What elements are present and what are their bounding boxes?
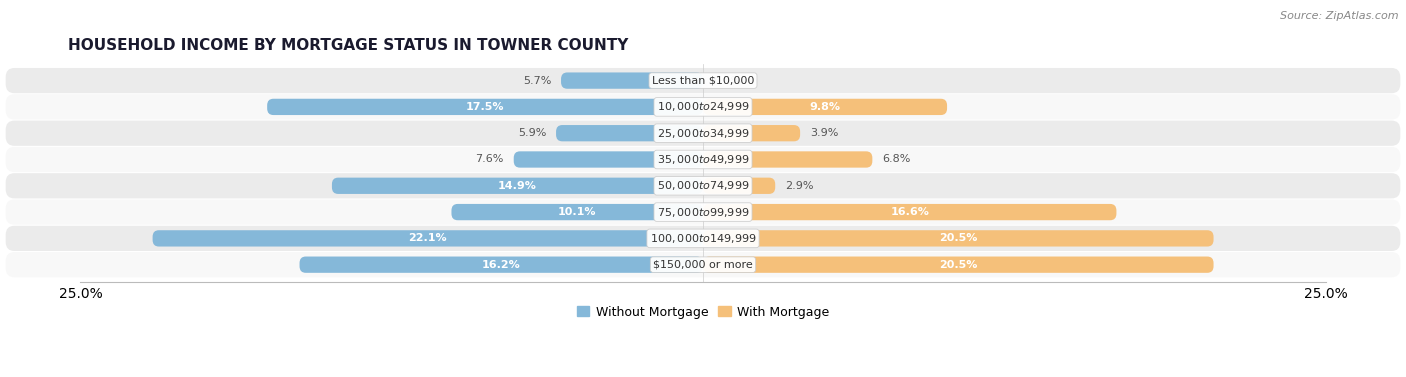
FancyBboxPatch shape — [6, 94, 1400, 120]
Text: 17.5%: 17.5% — [465, 102, 505, 112]
FancyBboxPatch shape — [267, 99, 703, 115]
Text: $25,000 to $34,999: $25,000 to $34,999 — [657, 127, 749, 140]
FancyBboxPatch shape — [703, 178, 775, 194]
FancyBboxPatch shape — [299, 256, 703, 273]
FancyBboxPatch shape — [6, 252, 1400, 277]
Text: $35,000 to $49,999: $35,000 to $49,999 — [657, 153, 749, 166]
Text: 20.5%: 20.5% — [939, 233, 977, 244]
FancyBboxPatch shape — [703, 204, 1116, 220]
Text: 22.1%: 22.1% — [409, 233, 447, 244]
Text: 20.5%: 20.5% — [939, 260, 977, 270]
FancyBboxPatch shape — [332, 178, 703, 194]
FancyBboxPatch shape — [561, 72, 703, 89]
Text: 10.1%: 10.1% — [558, 207, 596, 217]
Text: 5.7%: 5.7% — [523, 76, 551, 86]
Text: 6.8%: 6.8% — [883, 155, 911, 164]
FancyBboxPatch shape — [6, 147, 1400, 172]
Text: 7.6%: 7.6% — [475, 155, 503, 164]
Text: 16.2%: 16.2% — [482, 260, 520, 270]
Text: $100,000 to $149,999: $100,000 to $149,999 — [650, 232, 756, 245]
Text: $150,000 or more: $150,000 or more — [654, 260, 752, 270]
FancyBboxPatch shape — [6, 226, 1400, 251]
FancyBboxPatch shape — [6, 199, 1400, 225]
Text: Less than $10,000: Less than $10,000 — [652, 76, 754, 86]
FancyBboxPatch shape — [451, 204, 703, 220]
Text: HOUSEHOLD INCOME BY MORTGAGE STATUS IN TOWNER COUNTY: HOUSEHOLD INCOME BY MORTGAGE STATUS IN T… — [67, 38, 628, 53]
FancyBboxPatch shape — [153, 230, 703, 247]
Text: 5.9%: 5.9% — [517, 128, 546, 138]
FancyBboxPatch shape — [6, 173, 1400, 198]
FancyBboxPatch shape — [555, 125, 703, 141]
FancyBboxPatch shape — [703, 125, 800, 141]
FancyBboxPatch shape — [703, 256, 1213, 273]
FancyBboxPatch shape — [703, 230, 1213, 247]
Text: $50,000 to $74,999: $50,000 to $74,999 — [657, 179, 749, 192]
Text: 9.8%: 9.8% — [810, 102, 841, 112]
FancyBboxPatch shape — [513, 151, 703, 168]
FancyBboxPatch shape — [703, 99, 948, 115]
Text: Source: ZipAtlas.com: Source: ZipAtlas.com — [1281, 11, 1399, 21]
FancyBboxPatch shape — [6, 121, 1400, 146]
Text: 0.0%: 0.0% — [713, 76, 741, 86]
Text: 16.6%: 16.6% — [890, 207, 929, 217]
Text: 14.9%: 14.9% — [498, 181, 537, 191]
FancyBboxPatch shape — [703, 151, 872, 168]
Text: $75,000 to $99,999: $75,000 to $99,999 — [657, 205, 749, 219]
Text: 3.9%: 3.9% — [810, 128, 838, 138]
Text: 2.9%: 2.9% — [785, 181, 814, 191]
Text: $10,000 to $24,999: $10,000 to $24,999 — [657, 100, 749, 113]
FancyBboxPatch shape — [6, 68, 1400, 93]
Legend: Without Mortgage, With Mortgage: Without Mortgage, With Mortgage — [572, 300, 834, 323]
